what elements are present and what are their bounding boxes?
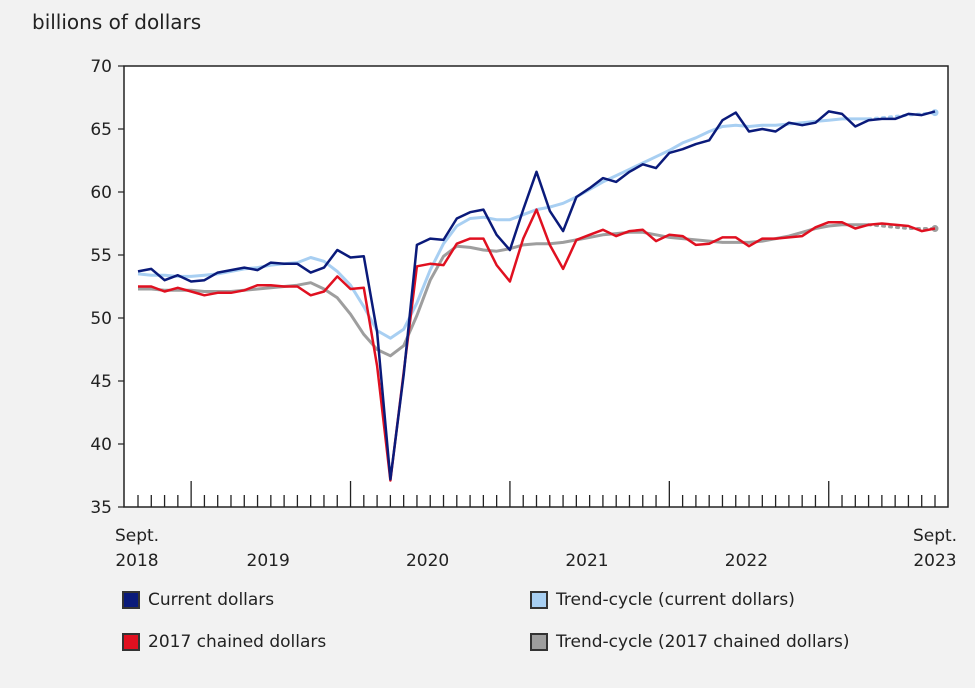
x-tick-label: Sept. xyxy=(913,526,957,546)
x-axis: Sept. 2018 Sept. 2023 2019 2020 2021 2022 xyxy=(115,481,957,571)
series-line xyxy=(137,110,936,481)
legend-entry: 2017 chained dollars xyxy=(122,632,326,652)
x-tick-label: 2020 xyxy=(406,551,449,571)
x-tick-label: Sept. xyxy=(115,526,159,546)
y-tick-label: 40 xyxy=(90,435,112,455)
y-tick-label: 50 xyxy=(90,309,112,329)
y-axis: 35 40 45 50 55 60 65 70 xyxy=(90,57,124,518)
x-tick-label: 2021 xyxy=(565,551,608,571)
series-lines xyxy=(137,109,939,482)
legend-swatch xyxy=(122,591,140,609)
series-line xyxy=(138,223,869,358)
x-tick-label: 2018 xyxy=(115,551,158,571)
y-tick-label: 65 xyxy=(90,120,112,140)
legend-entry: Trend-cycle (2017 chained dollars) xyxy=(530,632,850,652)
y-tick-label: 60 xyxy=(90,183,112,203)
legend-entry: Trend-cycle (current dollars) xyxy=(530,590,795,610)
x-tick-label: 2019 xyxy=(247,551,290,571)
x-tick-label: 2022 xyxy=(725,551,768,571)
legend-label: 2017 chained dollars xyxy=(148,632,327,652)
series-line xyxy=(138,208,936,482)
y-tick-label: 35 xyxy=(90,498,112,518)
legend-swatch xyxy=(530,633,548,651)
legend-entry: Current dollars xyxy=(122,590,274,610)
x-tick-label: 2023 xyxy=(913,551,956,571)
legend-swatch xyxy=(122,633,140,651)
y-tick-label: 55 xyxy=(90,246,112,266)
legend-label: Trend-cycle (2017 chained dollars) xyxy=(556,632,850,652)
y-axis-title: billions of dollars xyxy=(32,10,202,34)
y-tick-label: 70 xyxy=(90,57,112,77)
legend-swatch xyxy=(530,591,548,609)
legend-label: Trend-cycle (current dollars) xyxy=(556,590,795,610)
legend-label: Current dollars xyxy=(148,590,275,610)
y-tick-label: 45 xyxy=(90,372,112,392)
series-line-projected xyxy=(867,223,937,230)
plot-area xyxy=(123,65,949,508)
